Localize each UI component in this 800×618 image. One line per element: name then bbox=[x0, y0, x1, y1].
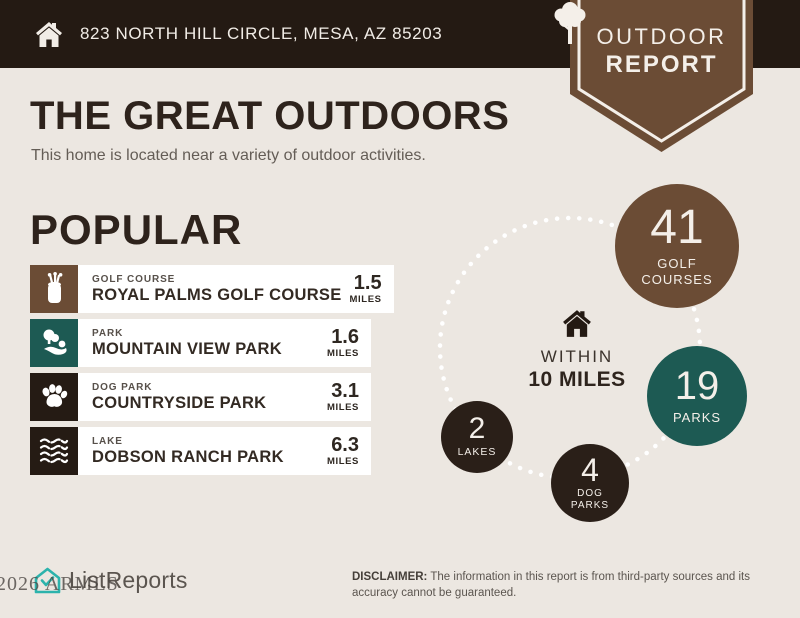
golf-bag-icon bbox=[30, 265, 78, 313]
poi-category: GOLF COURSE bbox=[92, 273, 176, 285]
listreports-logo: ListReports bbox=[34, 567, 188, 594]
list-item-body: LAKE DOBSON RANCH PARK 6.3 MILES bbox=[78, 427, 371, 475]
stat-value: 19 bbox=[674, 363, 720, 408]
list-item-golf-course: GOLF COURSE ROYAL PALMS GOLF COURSE 1.5 … bbox=[30, 265, 394, 313]
poi-category: LAKE bbox=[92, 435, 123, 447]
poi-name: MOUNTAIN VIEW PARK bbox=[92, 339, 282, 358]
page-subtitle: This home is located near a variety of o… bbox=[31, 147, 426, 164]
house-icon bbox=[36, 22, 62, 47]
list-item-park: PARK MOUNTAIN VIEW PARK 1.6 MILES bbox=[30, 319, 371, 367]
stat-label: DOG PARKS bbox=[570, 487, 610, 512]
stat-label: PARKS bbox=[672, 409, 722, 425]
radius-within-text: WITHIN bbox=[540, 347, 614, 366]
house-icon bbox=[563, 310, 591, 337]
list-item-body: DOG PARK COUNTRYSIDE PARK 3.1 MILES bbox=[78, 373, 371, 421]
poi-category: PARK bbox=[92, 327, 124, 339]
poi-unit: MILES bbox=[326, 456, 359, 467]
page-title: THE GREAT OUTDOORS bbox=[30, 94, 510, 138]
stat-circle-dog-parks: 4 DOG PARKS bbox=[551, 444, 629, 522]
listreports-house-icon bbox=[34, 567, 61, 594]
stat-value: 4 bbox=[581, 451, 599, 488]
poi-distance-block: 1.6 MILES bbox=[327, 327, 359, 359]
armls-watermark: 2026 ARMLS bbox=[0, 573, 119, 595]
property-address: 823 NORTH HILL CIRCLE, MESA, AZ 85203 bbox=[80, 24, 443, 43]
poi-distance: 1.6 bbox=[331, 326, 359, 348]
disclaimer-body: The information in this report is from t… bbox=[352, 571, 750, 600]
stat-value: 2 bbox=[468, 412, 486, 446]
popular-heading: POPULAR bbox=[30, 206, 243, 253]
badge-line-report: REPORT bbox=[605, 51, 718, 78]
disclaimer-text: DISCLAIMER: The information in this repo… bbox=[352, 569, 776, 601]
poi-name: ROYAL PALMS GOLF COURSE bbox=[92, 285, 342, 304]
radius-miles-text: 10 MILES bbox=[528, 368, 626, 391]
stat-label: GOLF COURSES bbox=[641, 255, 713, 287]
badge-title: OUTDOOR REPORT bbox=[570, 24, 753, 79]
waves-icon bbox=[30, 427, 78, 475]
poi-unit: MILES bbox=[326, 348, 359, 359]
stat-value: 41 bbox=[650, 200, 704, 254]
poi-distance: 1.5 bbox=[353, 272, 382, 294]
stat-circle-golf-courses: 41 GOLF COURSES bbox=[615, 184, 739, 308]
list-item-body: GOLF COURSE ROYAL PALMS GOLF COURSE 1.5 … bbox=[78, 265, 394, 313]
list-item-lake: LAKE DOBSON RANCH PARK 6.3 MILES bbox=[30, 427, 371, 475]
list-item-body: PARK MOUNTAIN VIEW PARK 1.6 MILES bbox=[78, 319, 371, 367]
park-trees-icon bbox=[30, 319, 78, 367]
paw-icon bbox=[30, 373, 78, 421]
list-item-dog-park: DOG PARK COUNTRYSIDE PARK 3.1 MILES bbox=[30, 373, 371, 421]
tree-icon bbox=[554, 2, 586, 44]
poi-unit: MILES bbox=[349, 294, 382, 305]
badge-ribbon-shape bbox=[570, 0, 753, 152]
stat-circle-parks: 19 PARKS bbox=[647, 346, 747, 446]
poi-category: DOG PARK bbox=[92, 381, 153, 393]
poi-distance-block: 3.1 MILES bbox=[327, 381, 359, 413]
poi-distance-block: 1.5 MILES bbox=[350, 273, 382, 305]
popular-list: GOLF COURSE ROYAL PALMS GOLF COURSE 1.5 … bbox=[30, 265, 394, 481]
poi-name: COUNTRYSIDE PARK bbox=[92, 393, 267, 412]
poi-unit: MILES bbox=[326, 402, 359, 413]
poi-name: DOBSON RANCH PARK bbox=[92, 447, 284, 466]
listreports-wordmark: ListReports bbox=[69, 567, 188, 593]
poi-distance-block: 6.3 MILES bbox=[327, 435, 359, 467]
poi-distance: 6.3 bbox=[331, 434, 359, 456]
badge-line-outdoor: OUTDOOR bbox=[596, 24, 727, 49]
poi-distance: 3.1 bbox=[331, 380, 359, 402]
outdoor-report-badge: OUTDOOR REPORT bbox=[554, 0, 753, 152]
stat-circle-lakes: 2 LAKES bbox=[441, 401, 513, 473]
disclaimer-label: DISCLAIMER: bbox=[352, 571, 428, 583]
stat-label: LAKES bbox=[457, 446, 497, 459]
radius-label: WITHIN 10 MILES bbox=[500, 308, 654, 392]
